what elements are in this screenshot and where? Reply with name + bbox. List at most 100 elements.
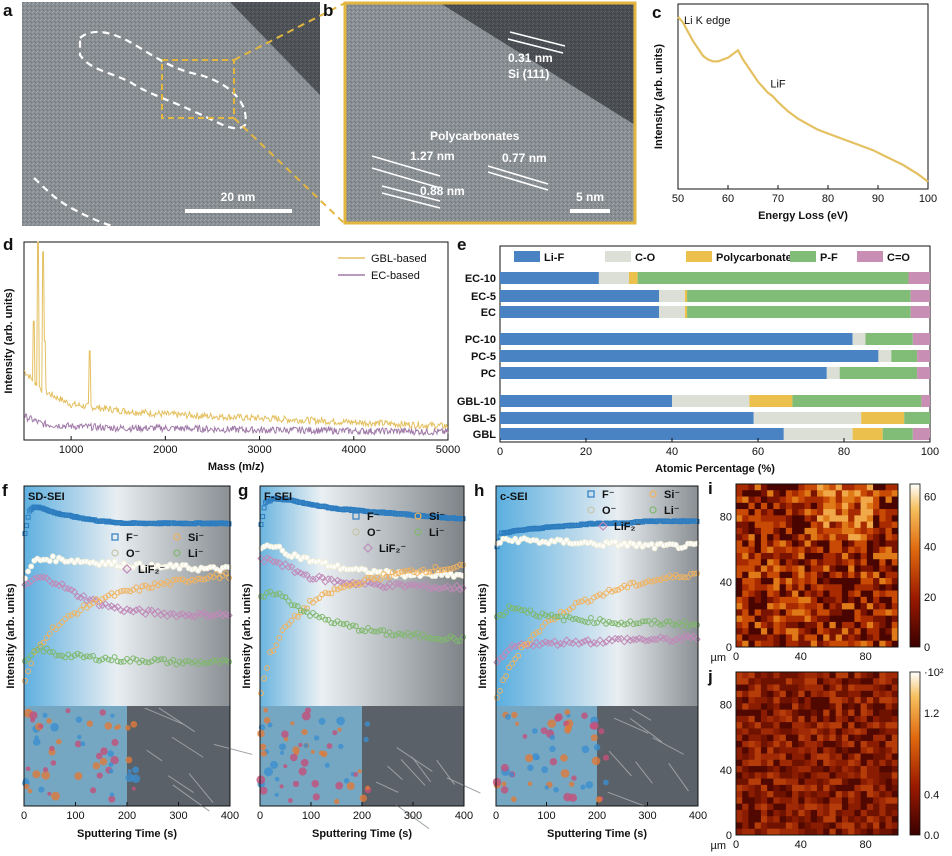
- heat-cell-j: [785, 684, 793, 692]
- marker-g-3: [331, 586, 338, 592]
- heat-cell-j: [817, 759, 824, 767]
- heat-cell-j: [742, 747, 749, 754]
- heat-cell-j: [804, 803, 812, 811]
- heat-cell-j: [779, 772, 787, 779]
- marker-g-4: [417, 634, 424, 641]
- heat-cell-j: [860, 684, 868, 692]
- heat-cell-i: [860, 584, 868, 591]
- heat-cell-j: [829, 772, 837, 779]
- marker-f-3: [46, 630, 53, 637]
- heat-cell-j: [798, 778, 805, 786]
- heat-cell-j: [873, 715, 880, 723]
- heat-cell-i: [835, 584, 843, 591]
- heat-cell-i: [891, 502, 899, 510]
- illustration-particle-f: [74, 740, 82, 748]
- marker-h-4: [579, 617, 585, 624]
- heat-cell-i: [754, 559, 762, 566]
- heat-cell-i: [829, 490, 837, 497]
- heat-cell-i: [885, 527, 893, 535]
- marker-f-1: [130, 564, 137, 571]
- heat-cell-j: [841, 697, 849, 704]
- heat-cell-j: [748, 759, 756, 767]
- marker-h-4: [560, 617, 567, 624]
- heat-cell-i: [879, 603, 886, 610]
- heat-cell-i: [860, 565, 868, 573]
- heat-cell-i: [810, 596, 818, 604]
- legend-label-h-1: O⁻: [602, 505, 617, 517]
- heat-cell-j: [760, 722, 768, 729]
- heat-cell-i: [817, 484, 824, 491]
- heat-cell-i: [798, 609, 805, 617]
- heat-cell-j: [754, 715, 762, 723]
- heat-cell-i: [860, 590, 868, 598]
- marker-g-2: [287, 563, 296, 571]
- marker-f-4: [34, 647, 41, 653]
- heat-cell-j: [767, 809, 774, 817]
- panel-label-d: d: [3, 235, 13, 254]
- heat-cell-j: [792, 809, 799, 817]
- illustration-crack-h: [607, 791, 647, 808]
- heat-cell-j: [773, 728, 781, 736]
- heat-cell-i: [804, 484, 812, 491]
- bar-e-EC-5-C-O: [659, 290, 685, 302]
- heat-cell-j: [879, 816, 886, 823]
- heat-cell-j: [866, 703, 874, 711]
- heat-cell-i: [742, 628, 749, 635]
- heat-cell-i: [885, 521, 893, 529]
- heat-cell-j: [742, 728, 749, 736]
- heat-cell-j: [792, 728, 799, 736]
- illustration-particle-f: [25, 766, 31, 772]
- heat-cell-j: [848, 697, 855, 704]
- heat-cell-j: [873, 672, 880, 679]
- heat-cell-i: [891, 640, 899, 648]
- heat-cell-i: [823, 540, 830, 548]
- marker-f-3: [148, 585, 155, 591]
- heat-cell-j: [754, 740, 762, 748]
- heat-cell-i: [866, 634, 874, 642]
- marker-f-2: [24, 579, 32, 588]
- marker-f-4: [219, 657, 226, 663]
- marker-f-3: [226, 575, 232, 581]
- heat-cell-i: [829, 496, 837, 504]
- heat-cell-j: [879, 709, 886, 717]
- heat-cell-i: [804, 552, 812, 560]
- marker-g-2: [376, 582, 385, 590]
- heat-cell-j: [767, 734, 774, 742]
- heat-cell-i: [817, 578, 824, 585]
- heat-cell-i: [810, 552, 818, 560]
- marker-h-4: [648, 621, 655, 627]
- heat-cell-j: [835, 766, 843, 773]
- heat-cell-j: [760, 766, 768, 773]
- heat-cell-i: [736, 603, 743, 610]
- heat-cell-i: [773, 609, 781, 617]
- heat-cell-i: [785, 496, 793, 504]
- heat-cell-i: [885, 621, 893, 629]
- illustration-particle-g: [359, 794, 367, 802]
- heat-cell-j: [873, 703, 880, 711]
- heat-cell-j: [823, 772, 830, 779]
- illustration-particle-h: [540, 727, 548, 735]
- series-line-d-0: [23, 241, 449, 431]
- heat-cell-j: [810, 678, 818, 685]
- heat-cell-j: [841, 791, 849, 798]
- heat-cell-i: [779, 534, 787, 541]
- heat-cell-i: [879, 484, 886, 491]
- heat-cell-i: [829, 502, 837, 510]
- heat-cell-i: [798, 496, 805, 504]
- heat-cell-j: [891, 809, 899, 817]
- heat-cell-j: [767, 697, 774, 704]
- heat-cell-i: [804, 603, 812, 610]
- heat-cell-j: [854, 728, 862, 736]
- heat-cell-j: [854, 772, 862, 779]
- marker-f-3: [65, 613, 72, 619]
- heat-cell-i: [785, 540, 793, 548]
- heat-cell-i: [817, 609, 824, 617]
- heat-cell-j: [767, 678, 774, 685]
- heat-cell-j: [754, 797, 762, 805]
- marker-h-3: [509, 660, 516, 667]
- illustration-particle-h: [560, 769, 570, 778]
- heat-cell-j: [798, 734, 805, 742]
- legend-marker-g: [352, 512, 360, 520]
- marker-g-0: [261, 505, 267, 511]
- marker-f-2: [203, 613, 212, 621]
